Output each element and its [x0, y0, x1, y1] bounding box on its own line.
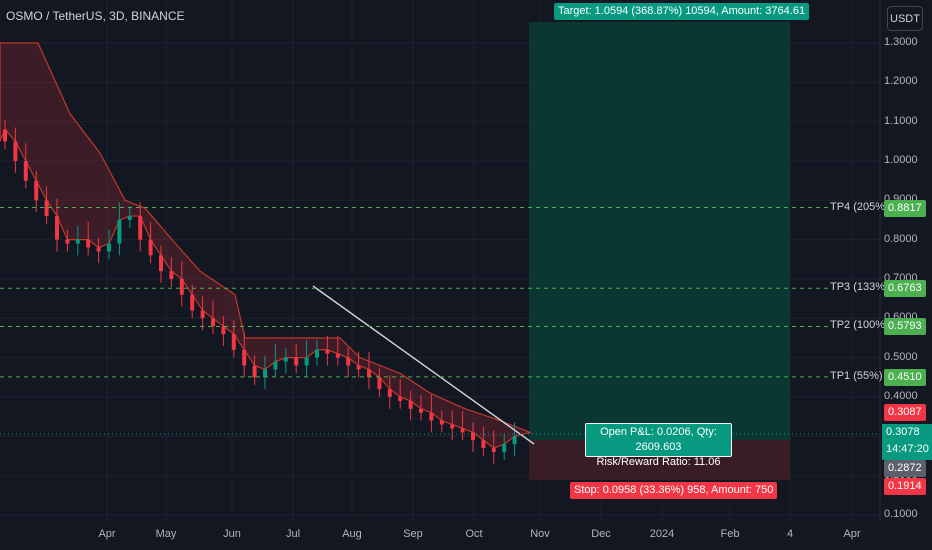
time-axis-label: Nov — [530, 528, 550, 540]
tp-label: TP4 (205%) — [828, 200, 891, 213]
candle-body — [491, 448, 496, 453]
candle-body — [315, 349, 319, 358]
time-axis-label: Jun — [223, 528, 241, 540]
price-axis-label: 1.3000 — [884, 36, 918, 48]
symbol-title[interactable]: OSMO / TetherUS, 3D, BINANCE — [6, 9, 185, 23]
candle-body — [107, 243, 111, 252]
stop-price-badge: 0.1914 — [884, 478, 926, 495]
candle-body — [55, 216, 59, 240]
candle-body — [429, 412, 434, 421]
time-axis-label: Apr — [98, 528, 116, 540]
candle-body — [34, 180, 39, 201]
entry-price-badge: 0.3087 — [884, 404, 926, 421]
candle-body — [148, 239, 153, 256]
candle-body — [138, 216, 143, 240]
time-axis-label: Dec — [591, 528, 611, 540]
tp-label: TP1 (55%) — [828, 369, 885, 382]
candle-body — [356, 365, 361, 370]
price-axis-label: 1.1000 — [884, 114, 918, 127]
candle-body — [221, 326, 226, 335]
candle-body — [242, 349, 247, 366]
price-axis-label: 0.1000 — [884, 507, 918, 520]
candle-body — [294, 357, 299, 366]
price-axis-label: 1.0000 — [884, 153, 918, 166]
candle-body — [127, 216, 132, 220]
candle-body — [200, 310, 205, 319]
candle-body — [512, 436, 517, 445]
candle-body — [190, 294, 195, 311]
bar-countdown: 14:47:20 — [886, 443, 929, 455]
current-price-badge: 0.3078 14:47:20 — [882, 424, 932, 460]
candle-body — [179, 278, 184, 295]
candle-body — [117, 219, 122, 244]
tp-price-badge: 0.6763 — [884, 280, 926, 298]
current-price: 0.3078 — [886, 426, 920, 438]
time-axis-label: Sep — [403, 528, 423, 540]
price-axis-label: 0.4000 — [884, 389, 918, 402]
currency-button[interactable]: USDT — [887, 6, 923, 31]
time-axis-label: 2024 — [649, 528, 675, 540]
candle-body — [481, 440, 486, 449]
candle-body — [450, 424, 455, 429]
candle-body — [439, 420, 444, 425]
pnl-box[interactable]: Open P&L: 0.0206, Qty: 2609.603 Risk/Rew… — [585, 423, 732, 468]
candle-body — [65, 239, 70, 244]
stop-label[interactable]: Stop: 0.0958 (33.36%) 958, Amount: 750 — [570, 482, 778, 499]
candle-body — [325, 349, 330, 354]
tp-label: TP2 (100%) — [828, 319, 891, 332]
take-profit-lines — [0, 207, 880, 378]
candle-body — [159, 255, 163, 272]
tp-label: TP3 (133%) — [828, 281, 891, 294]
candle-body — [367, 369, 371, 378]
candle-body — [96, 247, 101, 252]
candle-body — [408, 400, 413, 409]
candle-body — [3, 129, 7, 142]
candle-body — [273, 361, 278, 370]
tp-price-badge: 0.5793 — [884, 318, 926, 336]
candle-body — [252, 365, 257, 378]
time-axis-label: Feb — [720, 528, 740, 540]
candle-body — [211, 318, 215, 327]
tp-price-badge: 0.4510 — [884, 368, 926, 386]
time-axis-label: 4 — [786, 528, 794, 540]
target-zone — [529, 22, 790, 440]
risk-reward-text: Risk/Reward Ratio: 11.06 — [596, 456, 721, 468]
candle-body — [169, 271, 174, 279]
candlesticks — [3, 119, 517, 464]
time-axis-label: Aug — [342, 528, 362, 540]
gray-price-badge: 0.2872 — [884, 460, 926, 477]
price-axis-label: 1.2000 — [884, 75, 918, 88]
pnl-text: Open P&L: 0.0206, Qty: 2609.603 — [600, 426, 717, 453]
price-axis-label: 0.5000 — [884, 350, 918, 363]
candle-body — [502, 444, 507, 453]
time-axis-label: Apr — [843, 528, 861, 540]
candle-body — [23, 160, 28, 181]
time-axis-label: Jul — [285, 528, 301, 540]
target-label[interactable]: Target: 1.0594 (368.87%) 10594, Amount: … — [554, 3, 810, 20]
time-axis-label: Oct — [465, 528, 483, 540]
candle-body — [304, 357, 309, 366]
candle-body — [75, 239, 80, 244]
candle-body — [387, 389, 392, 397]
candle-body — [471, 432, 475, 441]
tp-price-badge: 0.8817 — [884, 199, 926, 217]
candle-body — [346, 357, 351, 366]
candle-body — [419, 408, 423, 413]
candle-body — [13, 141, 18, 161]
candle-body — [231, 334, 236, 350]
candle-body — [263, 369, 267, 378]
price-axis-label: 0.8000 — [884, 232, 918, 245]
candle-body — [460, 428, 465, 433]
candle-body — [86, 239, 91, 248]
trendline[interactable] — [312, 285, 535, 445]
candle-body — [44, 200, 49, 217]
candle-body — [283, 357, 288, 362]
time-axis-label: May — [155, 528, 177, 540]
candle-body — [398, 396, 403, 401]
candle-body — [377, 377, 382, 390]
candle-body — [335, 353, 340, 358]
